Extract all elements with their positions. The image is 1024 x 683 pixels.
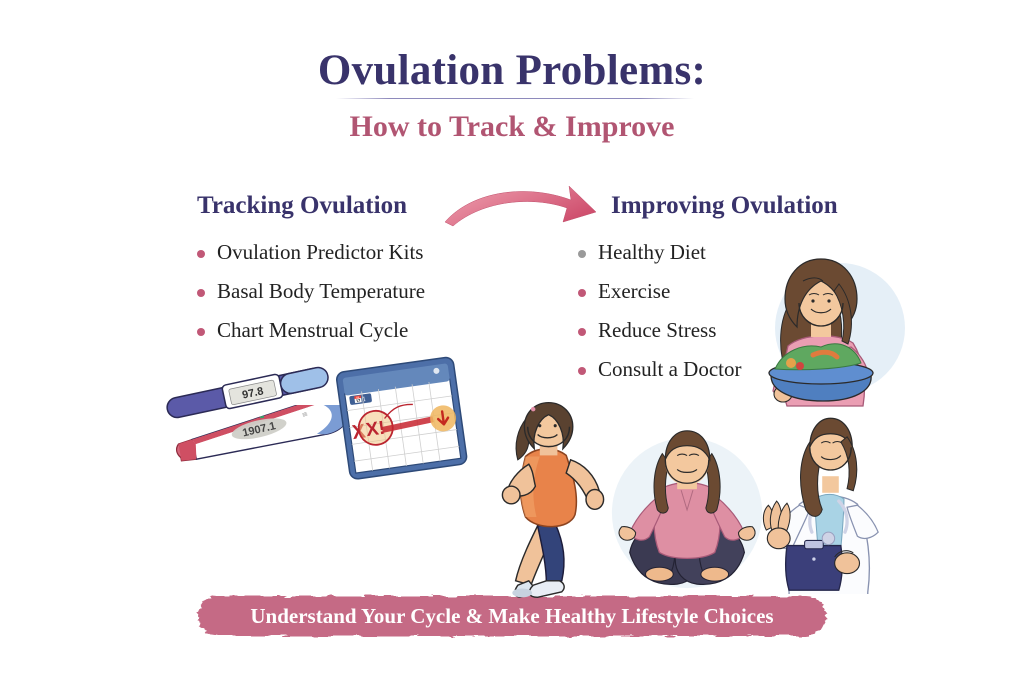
svg-text:📅1: 📅1 [353,394,367,405]
